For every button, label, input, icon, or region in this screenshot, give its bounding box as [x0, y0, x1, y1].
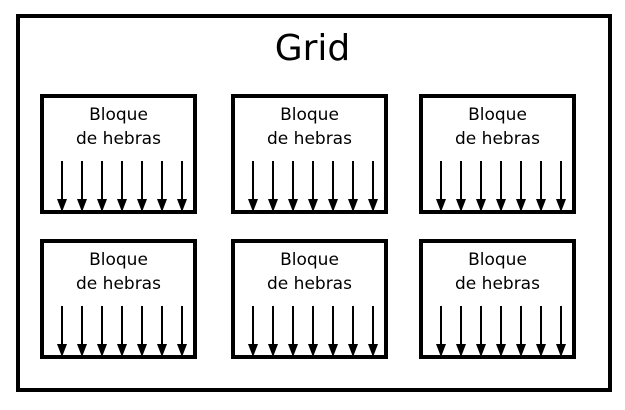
- thread-arrow-icon: [176, 306, 188, 358]
- block-label-line1: Bloque: [468, 250, 527, 270]
- grid-frame: [16, 14, 612, 392]
- block-label-line1: Bloque: [89, 105, 148, 125]
- thread-arrow-icon: [455, 161, 467, 213]
- block-label: Bloque de hebras: [44, 103, 193, 151]
- thread-arrow-icon: [136, 306, 148, 358]
- thread-arrow-icon: [76, 306, 88, 358]
- thread-arrow-icon: [287, 161, 299, 213]
- thread-arrow-icon: [267, 306, 279, 358]
- block-label-line2: de hebras: [76, 274, 161, 294]
- thread-arrow-icon: [247, 161, 259, 213]
- thread-arrow-icon: [176, 161, 188, 213]
- thread-arrow-icon: [267, 161, 279, 213]
- thread-arrow-icon: [56, 161, 68, 213]
- block-label: Bloque de hebras: [423, 248, 572, 296]
- block-label: Bloque de hebras: [44, 248, 193, 296]
- block-label-line2: de hebras: [76, 129, 161, 149]
- thread-arrow-icon: [247, 306, 259, 358]
- block-label: Bloque de hebras: [235, 103, 384, 151]
- thread-arrow-icon: [495, 161, 507, 213]
- block-label-line1: Bloque: [468, 105, 527, 125]
- grid-title: Grid: [274, 28, 351, 69]
- thread-arrow-icon: [515, 161, 527, 213]
- thread-arrow-icon: [307, 161, 319, 213]
- thread-arrow-icon: [96, 161, 108, 213]
- thread-arrow-icon: [367, 161, 379, 213]
- thread-arrow-icon: [76, 161, 88, 213]
- thread-arrow-icon: [287, 306, 299, 358]
- thread-block: Bloque de hebras: [231, 94, 388, 214]
- thread-arrow-icon: [327, 161, 339, 213]
- thread-arrow-icon: [455, 306, 467, 358]
- thread-arrow-icon: [136, 161, 148, 213]
- thread-arrow-icon: [156, 161, 168, 213]
- block-label-line2: de hebras: [455, 129, 540, 149]
- thread-block: Bloque de hebras: [419, 94, 576, 214]
- thread-arrow-icon: [435, 306, 447, 358]
- thread-arrow-icon: [307, 306, 319, 358]
- block-label-line2: de hebras: [455, 274, 540, 294]
- thread-arrow-icon: [555, 306, 567, 358]
- thread-block: Bloque de hebras: [231, 239, 388, 359]
- thread-arrow-icon: [347, 306, 359, 358]
- thread-arrow-icon: [116, 161, 128, 213]
- thread-arrow-icon: [367, 306, 379, 358]
- thread-arrow-icon: [535, 306, 547, 358]
- thread-block: Bloque de hebras: [40, 94, 197, 214]
- thread-arrow-icon: [495, 306, 507, 358]
- thread-arrow-icon: [515, 306, 527, 358]
- thread-block: Bloque de hebras: [40, 239, 197, 359]
- thread-arrow-icon: [96, 306, 108, 358]
- block-label: Bloque de hebras: [235, 248, 384, 296]
- thread-arrow-icon: [156, 306, 168, 358]
- thread-arrow-icon: [116, 306, 128, 358]
- block-label-line1: Bloque: [280, 250, 339, 270]
- block-label-line2: de hebras: [267, 129, 352, 149]
- thread-arrow-icon: [327, 306, 339, 358]
- thread-arrow-icon: [475, 306, 487, 358]
- thread-arrow-icon: [475, 161, 487, 213]
- thread-arrow-icon: [56, 306, 68, 358]
- thread-arrow-icon: [535, 161, 547, 213]
- thread-block: Bloque de hebras: [419, 239, 576, 359]
- thread-arrow-icon: [555, 161, 567, 213]
- thread-arrow-icon: [435, 161, 447, 213]
- block-label-line1: Bloque: [89, 250, 148, 270]
- thread-arrow-icon: [347, 161, 359, 213]
- block-label-line1: Bloque: [280, 105, 339, 125]
- block-label-line2: de hebras: [267, 274, 352, 294]
- block-label: Bloque de hebras: [423, 103, 572, 151]
